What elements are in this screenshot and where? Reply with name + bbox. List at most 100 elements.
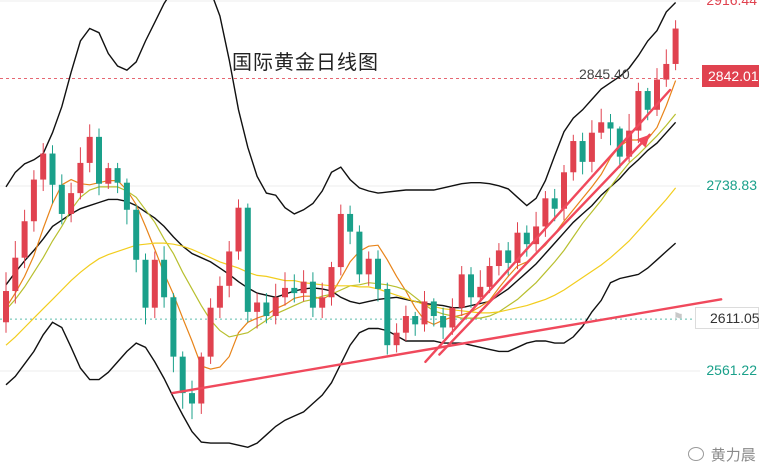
- candle: [189, 380, 195, 420]
- candle: [551, 188, 558, 222]
- bollinger-middle: [5, 121, 677, 309]
- candle: [58, 174, 65, 225]
- alert-bell-icon[interactable]: ⚑: [673, 310, 684, 324]
- candle: [170, 293, 177, 373]
- candle-body: [300, 281, 307, 294]
- candle-body: [616, 128, 623, 157]
- candle: [30, 170, 37, 232]
- candle: [495, 243, 502, 276]
- candle: [133, 204, 140, 273]
- candle-body: [365, 258, 372, 275]
- candle: [337, 204, 344, 276]
- candle-body: [347, 213, 354, 232]
- candle-body: [207, 307, 214, 357]
- candle: [114, 162, 121, 194]
- candle-body: [486, 266, 493, 287]
- weibo-icon: [688, 447, 704, 461]
- candle-body: [114, 168, 121, 183]
- candle: [105, 162, 112, 189]
- candle-body: [458, 274, 465, 308]
- candle: [365, 251, 372, 286]
- axis-tick-label-0: 2916.44: [706, 0, 757, 8]
- candle: [375, 250, 381, 302]
- candle: [663, 49, 670, 87]
- candle: [347, 205, 354, 245]
- candle: [579, 132, 586, 175]
- candle-body: [542, 198, 549, 227]
- candle-body: [384, 288, 391, 346]
- candle: [12, 241, 19, 304]
- candle: [77, 147, 84, 200]
- moving-average-2: [5, 187, 677, 346]
- candle: [402, 305, 409, 342]
- candle-body: [663, 63, 670, 80]
- candle: [393, 323, 400, 353]
- candle-body: [68, 193, 75, 214]
- candle-body: [644, 91, 651, 110]
- candle-body: [291, 287, 298, 294]
- candle-body: [505, 250, 512, 263]
- candle-body: [105, 168, 112, 184]
- candle-body: [635, 91, 642, 131]
- candle-body: [21, 221, 28, 258]
- candle: [291, 274, 298, 303]
- candle-body: [49, 153, 56, 185]
- candle: [207, 298, 214, 364]
- candle-body: [626, 130, 633, 157]
- trend-line-1: [438, 133, 651, 356]
- candle: [40, 143, 47, 192]
- candle: [86, 124, 93, 173]
- candle-body: [263, 302, 270, 317]
- candle: [235, 199, 242, 260]
- candle-body: [142, 259, 149, 308]
- trend-lines: [171, 88, 723, 395]
- candle-body: [179, 356, 186, 394]
- candle: [254, 293, 261, 329]
- candle: [430, 298, 437, 327]
- candle: [672, 20, 679, 71]
- support-level-tag: 2611.05: [695, 307, 759, 329]
- candle-body: [133, 209, 140, 260]
- candle: [49, 145, 56, 204]
- candle: [486, 257, 493, 294]
- trend-arrow-head: [636, 134, 650, 148]
- candle-body: [77, 162, 84, 194]
- candle: [449, 298, 456, 335]
- candle-body: [123, 182, 130, 210]
- watermark: 黄力晨: [688, 444, 756, 465]
- candle: [263, 293, 270, 324]
- candle-body: [235, 207, 242, 252]
- candle-body: [570, 141, 577, 173]
- bollinger-upper: [5, 0, 677, 215]
- candle: [533, 211, 540, 252]
- candle-body: [440, 316, 447, 328]
- axis-tick-label-2: 2561.22: [706, 362, 757, 378]
- candle-body: [151, 259, 158, 308]
- candle-body: [40, 153, 47, 180]
- candle: [151, 251, 158, 319]
- candle-body: [421, 301, 428, 325]
- candle-body: [402, 316, 409, 333]
- candle: [272, 283, 279, 325]
- candle: [300, 270, 307, 302]
- candle: [523, 225, 530, 257]
- candle: [309, 272, 316, 318]
- candle: [226, 241, 233, 298]
- candle-body: [551, 198, 558, 209]
- candle: [468, 267, 474, 308]
- candle: [356, 225, 363, 283]
- candle-body: [607, 122, 614, 129]
- candle: [3, 272, 9, 333]
- candle: [514, 222, 521, 270]
- candle: [458, 266, 465, 317]
- candle: [440, 307, 447, 339]
- candle-body: [393, 332, 400, 346]
- candle: [561, 164, 567, 221]
- candle-body: [3, 291, 9, 323]
- candle-body: [356, 231, 363, 275]
- candle: [216, 276, 223, 319]
- candle-body: [189, 393, 195, 404]
- candle-body: [477, 286, 484, 298]
- candle-body: [588, 132, 595, 162]
